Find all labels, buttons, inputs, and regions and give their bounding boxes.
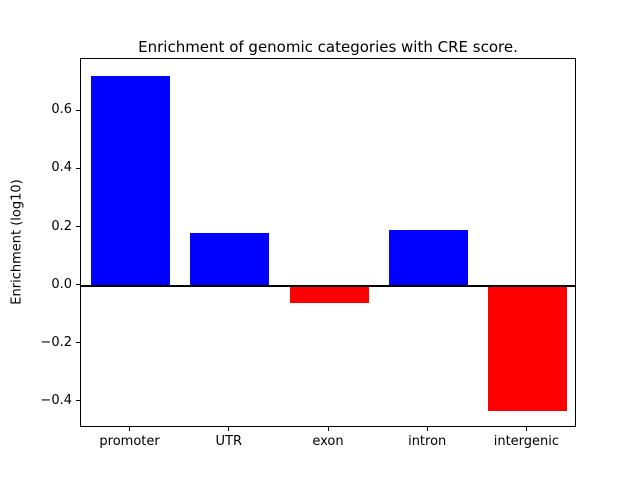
y-tick-mark (76, 226, 80, 228)
y-tick-label: 0.4 (51, 160, 72, 176)
y-tick-mark (76, 167, 80, 169)
bar-UTR (190, 233, 270, 286)
x-tick-mark (228, 427, 230, 431)
plot-area (80, 58, 576, 427)
y-tick-mark (76, 109, 80, 111)
bar-intergenic (487, 285, 567, 411)
y-tick-mark (76, 342, 80, 344)
bar-intron (388, 230, 468, 286)
chart-title: Enrichment of genomic categories with CR… (138, 38, 518, 56)
y-tick-label: 0.0 (51, 276, 72, 292)
y-tick-label: −0.2 (40, 334, 72, 350)
y-tick-label: 0.6 (51, 102, 72, 118)
x-tick-mark (426, 427, 428, 431)
y-tick-mark (76, 284, 80, 286)
x-tick-label-promoter: promoter (99, 434, 160, 449)
bar-promoter (91, 76, 171, 286)
x-tick-label-exon: exon (312, 434, 344, 449)
y-tick-mark (76, 400, 80, 402)
x-tick-label-intron: intron (408, 434, 447, 449)
bar-exon (289, 285, 369, 304)
x-tick-label-intergenic: intergenic (493, 434, 560, 449)
x-tick-mark (129, 427, 131, 431)
zero-line (81, 284, 575, 287)
x-tick-mark (525, 427, 527, 431)
x-tick-label-UTR: UTR (215, 434, 243, 449)
x-tick-mark (327, 427, 329, 431)
y-tick-label: 0.2 (51, 218, 72, 234)
y-tick-label: −0.4 (40, 392, 72, 408)
